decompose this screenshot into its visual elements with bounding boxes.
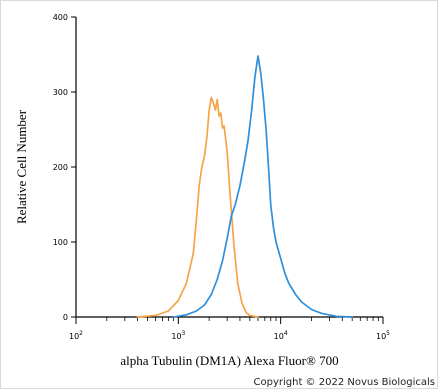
y-tick-label-300: 300 bbox=[53, 88, 68, 97]
x-tick-base: 10 bbox=[69, 332, 79, 341]
y-tick-label-200: 200 bbox=[53, 163, 68, 172]
y-tick-label-0: 0 bbox=[63, 313, 68, 322]
x-tick-base: 10 bbox=[376, 332, 386, 341]
x-tick-label-4: 104 bbox=[274, 330, 288, 341]
copyright-notice: Copyright © 2022 Novus Biologicals bbox=[253, 377, 435, 388]
x-tick-exponent: 2 bbox=[79, 330, 83, 337]
y-tick-label-400: 400 bbox=[53, 13, 68, 22]
y-tick-label-100: 100 bbox=[53, 238, 68, 247]
series-group bbox=[136, 55, 354, 318]
series-line-2 bbox=[172, 55, 354, 318]
x-tick-label-5: 105 bbox=[376, 330, 390, 341]
series-line-1 bbox=[136, 96, 259, 318]
x-tick-exponent: 5 bbox=[386, 330, 390, 337]
x-tick-label-3: 103 bbox=[171, 330, 185, 341]
x-tick-base: 10 bbox=[274, 332, 284, 341]
y-axis-title: Relative Cell Number bbox=[14, 109, 29, 224]
x-tick-base: 10 bbox=[171, 332, 181, 341]
x-tick-label-2: 102 bbox=[69, 330, 83, 341]
x-axis-title: alpha Tubulin (DM1A) Alexa Fluor® 700 bbox=[120, 353, 338, 368]
x-tick-exponent: 4 bbox=[284, 330, 288, 337]
x-tick-exponent: 3 bbox=[182, 330, 186, 337]
